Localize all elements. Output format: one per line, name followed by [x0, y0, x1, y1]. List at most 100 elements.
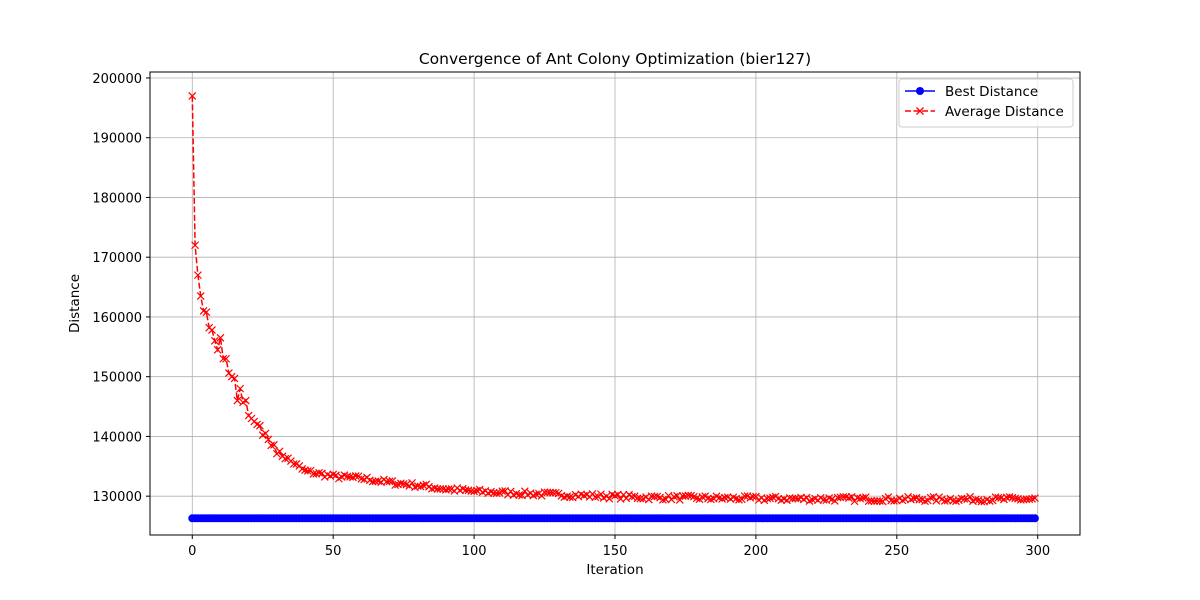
average-distance-point: [994, 493, 1003, 502]
average-distance-point: [289, 460, 298, 468]
average-distance-point: [315, 468, 324, 477]
average-distance-point: [985, 497, 994, 506]
average-distance-point: [385, 477, 394, 486]
y-tick-label: 180000: [92, 191, 142, 206]
average-distance-point: [704, 494, 712, 503]
legend-box: [898, 78, 1074, 128]
y-tick-label: 150000: [92, 371, 142, 386]
average-distance-point: [236, 384, 245, 393]
x-tick-label: 100: [462, 544, 487, 559]
grid-lines: [150, 72, 1080, 535]
average-distance-point: [489, 489, 498, 497]
average-distance-point: [498, 487, 507, 496]
average-distance-point: [735, 495, 743, 504]
average-distance-point: [399, 479, 408, 488]
average-distance-point: [193, 271, 202, 280]
average-distance-point: [861, 493, 870, 502]
average-distance-point: [875, 497, 884, 505]
chart-title: Convergence of Ant Colony Optimization (…: [419, 50, 811, 68]
average-distance-point: [887, 496, 896, 505]
average-distance-point: [388, 476, 397, 485]
average-distance-point: [520, 487, 529, 496]
average-distance-point: [1028, 494, 1037, 503]
y-axis-label: Distance: [67, 274, 83, 333]
average-distance-point: [357, 474, 366, 483]
average-distance-point: [439, 485, 448, 493]
average-distance-point: [255, 421, 264, 430]
average-distance-point: [208, 326, 216, 335]
average-distance-point: [661, 495, 670, 504]
average-distance-point: [532, 490, 541, 499]
average-distance-point: [605, 494, 614, 503]
average-distance-point: [408, 478, 417, 487]
average-distance-point: [952, 497, 960, 506]
average-distance-point: [275, 447, 284, 456]
average-distance-point: [492, 489, 501, 498]
x-tick-label: 200: [743, 544, 768, 559]
average-distance-point: [580, 491, 588, 500]
average-distance-point: [658, 495, 667, 504]
x-tick-label: 300: [1025, 544, 1050, 559]
average-distance-point: [213, 345, 222, 354]
average-distance-point: [241, 396, 250, 405]
average-distance-point: [433, 485, 442, 493]
average-distance-point: [281, 454, 290, 463]
y-tick-label: 160000: [92, 311, 142, 326]
x-axis-ticks: 0 50 100 150 200 250 300: [188, 535, 1050, 559]
average-distance-point: [706, 495, 715, 504]
average-distance-point: [267, 441, 276, 450]
average-distance-point: [591, 493, 600, 502]
average-distance-point: [196, 292, 205, 300]
average-distance-point: [216, 333, 225, 342]
average-distance-point: [210, 336, 219, 345]
x-tick-label: 50: [325, 544, 342, 559]
y-tick-label: 130000: [92, 490, 142, 505]
average-distance-point: [329, 470, 338, 479]
x-tick-label: 0: [188, 544, 196, 559]
average-distance-point: [977, 497, 986, 506]
x-tick-label: 250: [884, 544, 909, 559]
average-distance-point: [856, 494, 865, 503]
average-distance-point: [921, 497, 929, 506]
average-distance-point: [391, 481, 400, 490]
average-distance-point: [219, 354, 228, 363]
average-distance-point: [960, 494, 969, 503]
y-tick-label: 200000: [92, 72, 142, 87]
average-distance-point: [670, 492, 679, 501]
series-average-distance: [188, 91, 1039, 506]
average-distance-point: [233, 396, 242, 405]
average-distance-point: [636, 494, 645, 503]
average-distance-point: [270, 440, 278, 449]
average-distance-point: [675, 496, 684, 504]
average-distance-point: [351, 471, 360, 480]
average-distance-point: [819, 495, 828, 504]
average-distance-point: [444, 485, 453, 494]
average-distance-point: [859, 494, 867, 502]
series-best-distance: [188, 514, 1039, 523]
legend: Best Distance Average Distance: [898, 78, 1074, 128]
average-distance-point: [191, 241, 200, 250]
average-distance-point: [971, 495, 980, 504]
average-distance-point: [222, 354, 231, 363]
average-distance-point: [720, 493, 729, 502]
legend-label-average-distance: Average Distance: [945, 104, 1064, 120]
average-distance-point: [870, 497, 879, 505]
y-tick-label: 170000: [92, 251, 142, 266]
average-distance-point: [261, 429, 270, 438]
average-distance-point: [1011, 494, 1020, 503]
average-distance-point: [687, 491, 696, 500]
y-tick-label: 190000: [92, 132, 142, 147]
average-distance-point: [890, 496, 898, 505]
average-distance-point: [565, 493, 574, 501]
average-distance-point: [740, 492, 749, 501]
average-distance-point: [596, 490, 605, 499]
average-distance-point: [768, 493, 777, 502]
average-distance-point: [188, 91, 197, 100]
legend-marker-best-distance: [916, 87, 924, 95]
x-axis-label: Iteration: [586, 562, 643, 578]
legend-x-glyph: [916, 107, 924, 115]
average-distance-point: [627, 492, 636, 501]
average-distance-point: [202, 308, 211, 317]
average-distance-point: [926, 493, 935, 502]
